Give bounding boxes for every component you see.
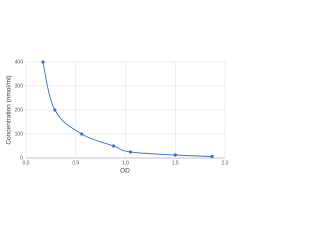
- y-axis-label: Concentration (nmol/ml): [6, 75, 13, 144]
- point: [53, 108, 57, 112]
- x-tick-label: 1.0: [122, 160, 129, 166]
- curve: [42, 61, 213, 157]
- y-tick-label: 0: [20, 155, 23, 161]
- chart: OD Concentration (nmol/ml) 0 100 200 300 400…: [6, 59, 229, 175]
- point: [80, 132, 84, 136]
- y-tick-label: 300: [15, 83, 24, 89]
- point: [111, 144, 116, 148]
- y-tick-label: 100: [15, 131, 24, 137]
- point: [41, 60, 45, 64]
- point: [173, 153, 177, 157]
- x-axis-label: OD: [120, 168, 130, 175]
- x-tick-label: 0.0: [23, 160, 30, 166]
- x-tick-label: 2.0: [222, 160, 229, 166]
- y-tick-label: 200: [15, 107, 24, 113]
- point: [210, 154, 214, 159]
- x-tick-label: 1.5: [172, 160, 179, 166]
- y-tick-label: 400: [15, 59, 24, 65]
- point: [128, 150, 133, 154]
- x-tick-label: 0.5: [72, 160, 79, 166]
